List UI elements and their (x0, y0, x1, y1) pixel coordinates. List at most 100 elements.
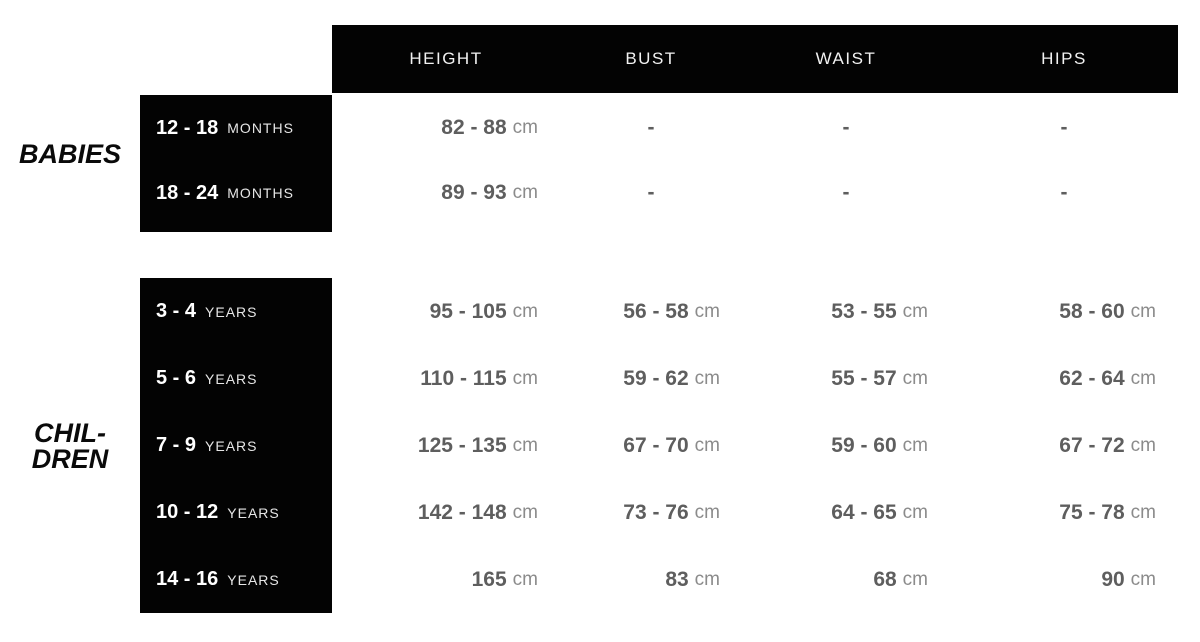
measurement-cell-hips: 58 - 60 cm (950, 278, 1178, 345)
measurement-value: 59 - 60 (831, 433, 897, 457)
age-unit: YEARS (227, 571, 280, 588)
children-rows: 3 - 4 YEARS 95 - 105 cm 56 - 58 cm 53 - … (140, 278, 1178, 613)
measurement-value: 142 - 148 (417, 500, 507, 524)
measurement-cell-bust: 56 - 58 cm (560, 278, 742, 345)
measurement-cell-hips: 62 - 64 cm (950, 345, 1178, 412)
measurement-cell-bust: 83 cm (560, 546, 742, 613)
table-row: 18 - 24 MONTHS 89 - 93 cm - - - (140, 161, 1178, 225)
measurement-value: 58 - 60 (1059, 299, 1125, 323)
group-label-line: CHIL- (34, 417, 106, 448)
age-range: 18 - 24 (156, 181, 219, 204)
measurement-unit: cm (902, 568, 928, 590)
measurement-value: 55 - 57 (831, 366, 897, 390)
dash: - (842, 116, 850, 139)
measurement-value: 89 - 93 (441, 181, 507, 204)
measurement-cell-bust: 73 - 76 cm (560, 479, 742, 546)
measurement-unit: cm (512, 300, 538, 322)
table-row: 5 - 6 YEARS 110 - 115 cm 59 - 62 cm 55 -… (140, 345, 1178, 412)
measurement-cell-hips: 75 - 78 cm (950, 479, 1178, 546)
measurement-value: 95 - 105 (429, 299, 507, 323)
group-label-children: CHIL- DREN (0, 278, 140, 613)
measurement-cell-waist: 55 - 57 cm (742, 345, 950, 412)
measurement-unit: cm (1130, 367, 1156, 389)
age-cell: 3 - 4 YEARS (140, 278, 332, 345)
measurement-value: 83 (665, 567, 689, 591)
table-row: 7 - 9 YEARS 125 - 135 cm 67 - 70 cm 59 -… (140, 412, 1178, 479)
babies-rows: 12 - 18 MONTHS 82 - 88 cm - - - (140, 95, 1178, 232)
age-cell: 7 - 9 YEARS (140, 412, 332, 479)
age-unit: MONTHS (227, 120, 294, 136)
measurement-unit: cm (694, 568, 720, 590)
measurement-cell-bust: 59 - 62 cm (560, 345, 742, 412)
age-unit: YEARS (227, 504, 280, 521)
age-unit: YEARS (205, 437, 258, 454)
column-header-hips: HIPS (1041, 49, 1087, 68)
age-unit: MONTHS (227, 185, 294, 201)
dash: - (647, 181, 655, 204)
dash: - (647, 116, 655, 139)
column-header-bust: BUST (625, 49, 677, 68)
measurement-value: 73 - 76 (623, 500, 689, 524)
measurement-unit: cm (512, 568, 538, 590)
measurement-unit: cm (694, 367, 720, 389)
measurement-unit: cm (1130, 434, 1156, 456)
table-row: 14 - 16 YEARS 165 cm 83 cm 68 cm 90 cm (140, 546, 1178, 613)
measurement-cell-bust: 67 - 70 cm (560, 412, 742, 479)
age-range: 10 - 12 (156, 501, 219, 523)
measurement-unit: cm (1130, 300, 1156, 322)
group-label-line: DREN (31, 443, 109, 474)
dash-cell-waist: - (742, 161, 950, 225)
group-label-babies: BABIES (0, 85, 140, 222)
measurement-unit: cm (694, 300, 720, 322)
measurement-cell-height: 89 - 93 cm (332, 161, 560, 225)
children-age-box (140, 278, 332, 613)
measurement-unit: cm (694, 434, 720, 456)
table-row: 3 - 4 YEARS 95 - 105 cm 56 - 58 cm 53 - … (140, 278, 1178, 345)
age-range: 12 - 18 (156, 116, 219, 139)
measurement-value: 165 (471, 567, 507, 591)
age-range: 14 - 16 (156, 568, 219, 590)
dash: - (1060, 181, 1068, 204)
measurement-cell-waist: 53 - 55 cm (742, 278, 950, 345)
measurement-unit: cm (902, 501, 928, 523)
dash-cell-bust: - (560, 161, 742, 225)
age-range: 5 - 6 (156, 367, 197, 389)
measurement-unit: cm (902, 434, 928, 456)
measurement-value: 56 - 58 (623, 299, 689, 323)
measurement-unit: cm (512, 182, 538, 203)
measurement-value: 59 - 62 (623, 366, 689, 390)
babies-group: BABIES 12 - 18 MONTHS 82 - 88 cm - - (0, 95, 1178, 232)
measurement-value: 67 - 70 (623, 433, 689, 457)
measurement-value: 62 - 64 (1059, 366, 1125, 390)
measurement-cell-height: 142 - 148 cm (332, 479, 560, 546)
measurement-unit: cm (1130, 501, 1156, 523)
age-cell: 14 - 16 YEARS (140, 546, 332, 613)
measurement-cell-waist: 64 - 65 cm (742, 479, 950, 546)
measurement-unit: cm (512, 367, 538, 389)
measurement-unit: cm (512, 434, 538, 456)
measurement-unit: cm (902, 300, 928, 322)
group-label-line: BABIES (18, 138, 121, 169)
age-unit: YEARS (205, 303, 258, 320)
dash: - (1060, 116, 1068, 139)
measurement-cell-waist: 59 - 60 cm (742, 412, 950, 479)
dash-cell-waist: - (742, 95, 950, 161)
age-unit: YEARS (205, 370, 258, 387)
column-header-height: HEIGHT (409, 49, 483, 68)
measurement-cell-height: 95 - 105 cm (332, 278, 560, 345)
age-cell: 5 - 6 YEARS (140, 345, 332, 412)
measurement-value: 125 - 135 (417, 433, 507, 457)
age-range: 3 - 4 (156, 300, 197, 322)
age-range: 7 - 9 (156, 434, 197, 456)
measurement-cell-hips: 90 cm (950, 546, 1178, 613)
age-cell: 12 - 18 MONTHS (140, 95, 332, 161)
measurement-value: 64 - 65 (831, 500, 897, 524)
measurement-cell-height: 165 cm (332, 546, 560, 613)
measurement-value: 53 - 55 (831, 299, 897, 323)
measurement-unit: cm (902, 367, 928, 389)
age-cell: 18 - 24 MONTHS (140, 161, 332, 225)
dash-cell-hips: - (950, 95, 1178, 161)
measurement-cell-hips: 67 - 72 cm (950, 412, 1178, 479)
table-row: 12 - 18 MONTHS 82 - 88 cm - - - (140, 95, 1178, 161)
